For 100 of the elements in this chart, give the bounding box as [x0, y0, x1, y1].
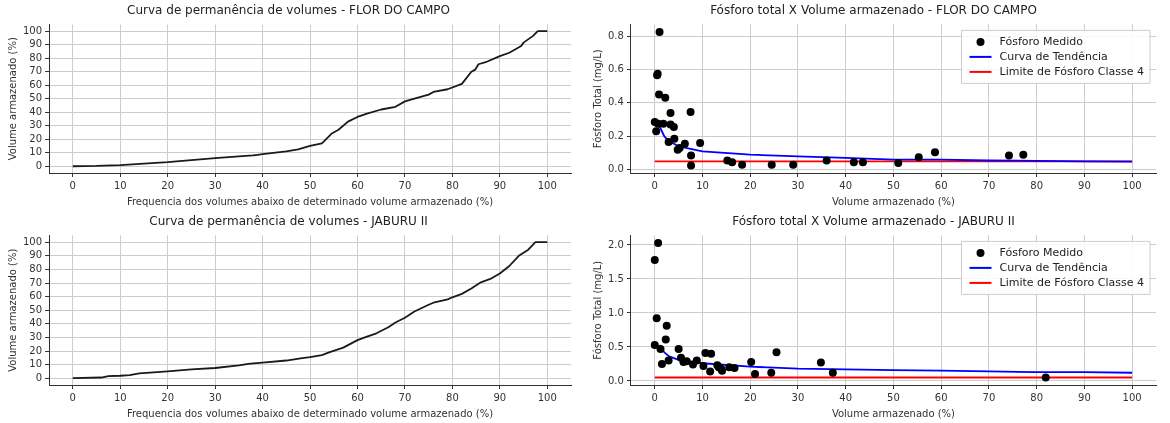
y-tick-label: 0	[35, 371, 43, 383]
y-tick-label: 40	[29, 317, 43, 329]
point	[767, 160, 776, 169]
x-tick-label: 60	[351, 179, 364, 191]
x-tick-label: 70	[398, 179, 412, 191]
x-tick-label: 40	[256, 179, 269, 191]
x-tick-label: 90	[493, 391, 507, 403]
x-tick-label: 40	[839, 179, 853, 191]
x-tick-label: 100	[537, 179, 557, 191]
x-tick-label: 50	[887, 391, 900, 403]
x-tick-label: 0	[69, 179, 76, 191]
x-tick-label: 30	[208, 391, 222, 403]
point	[822, 156, 831, 165]
point	[666, 108, 675, 117]
chart-title: Fósforo total X Volume armazenado - FLOR DO CAMPO	[710, 3, 1037, 18]
x-tick-label: 30	[791, 391, 805, 403]
point	[767, 368, 776, 377]
x-tick-label: 10	[696, 391, 709, 403]
y-tick-label: 0.2	[608, 129, 624, 141]
y-tick-label: 80	[29, 51, 43, 63]
y-tick-label: 2.0	[608, 238, 624, 250]
point	[661, 93, 670, 102]
y-tick-label: 70	[29, 276, 43, 288]
x-tick-label: 0	[651, 391, 658, 403]
point	[930, 148, 939, 157]
x-axis-title: Volume armazenado (%)	[831, 407, 956, 419]
y-tick-label: 100	[22, 235, 43, 247]
point	[657, 359, 666, 368]
point	[772, 348, 781, 357]
x-axis-title: Frequencia dos volumes abaixo de determinado volume armazenado (%)	[126, 195, 494, 207]
y-tick-label: 0.5	[608, 340, 624, 352]
x-tick-label: 20	[161, 391, 175, 403]
x-tick-label: 20	[743, 391, 757, 403]
point	[687, 151, 696, 160]
point	[1041, 373, 1050, 382]
point	[661, 335, 670, 344]
x-tick-label: 100	[537, 391, 557, 403]
y-tick-label: 10	[29, 358, 43, 370]
y-tick-label: 30	[29, 330, 43, 342]
x-axis-title: Volume armazenado (%)	[831, 195, 956, 207]
point	[816, 358, 825, 367]
point	[652, 314, 661, 323]
point	[894, 158, 903, 167]
y-tick-label: 0	[35, 159, 43, 171]
y-axis-title: Volume armazenado (%)	[6, 37, 18, 161]
x-tick-label: 70	[982, 179, 996, 191]
x-axis-title: Frequencia dos volumes abaixo de determinado volume armazenado (%)	[126, 407, 494, 419]
point	[680, 139, 689, 148]
x-tick-label: 80	[446, 391, 459, 403]
point	[707, 349, 716, 358]
x-tick-label: 0	[69, 391, 76, 403]
legend-label: Fósforo Medido	[999, 245, 1084, 259]
legend-label: Fósforo Medido	[999, 34, 1084, 48]
chart-title: Fósforo total X Volume armazenado - JABURU II	[732, 214, 1015, 229]
x-tick-label: 100	[1122, 179, 1142, 191]
y-axis-title: Fósforo Total (mg/L)	[591, 49, 603, 149]
y-tick-label: 0.8	[608, 29, 624, 41]
x-tick-label: 20	[161, 179, 175, 191]
point	[655, 27, 664, 36]
legend-label: Curva de Tendência	[999, 260, 1108, 274]
y-tick-label: 90	[29, 38, 43, 50]
point	[655, 90, 664, 99]
point	[662, 321, 671, 330]
point	[730, 364, 739, 372]
x-tick-label: 80	[1030, 179, 1044, 191]
point	[650, 340, 659, 349]
x-tick-label: 60	[934, 179, 948, 191]
y-tick-label: 30	[29, 119, 43, 131]
y-tick-label: 60	[29, 78, 43, 90]
point	[728, 158, 737, 167]
x-tick-label: 80	[1030, 391, 1044, 403]
y-tick-label: 0.0	[608, 163, 624, 175]
point	[696, 138, 705, 147]
y-tick-label: 0.6	[608, 63, 624, 75]
point	[751, 370, 760, 379]
y-tick-label: 0.0	[608, 374, 624, 386]
point	[1004, 151, 1013, 160]
x-tick-label: 80	[446, 179, 459, 191]
x-tick-label: 10	[696, 179, 709, 191]
point	[914, 153, 923, 162]
x-tick-label: 100	[1122, 391, 1142, 403]
point	[1019, 150, 1028, 159]
x-tick-label: 90	[1078, 391, 1091, 403]
y-tick-label: 20	[29, 344, 43, 356]
y-tick-label: 10	[29, 146, 43, 158]
point	[686, 108, 695, 117]
point	[738, 160, 747, 169]
point	[654, 238, 663, 247]
chart-title: Curva de permanência de volumes - JABURU II	[149, 214, 428, 229]
x-tick-label: 30	[791, 179, 805, 191]
y-tick-label: 70	[29, 65, 43, 77]
point	[699, 361, 708, 370]
point	[789, 160, 798, 169]
y-axis-title: Volume armazenado (%)	[6, 248, 18, 372]
x-tick-label: 20	[743, 179, 757, 191]
point	[706, 367, 715, 376]
point	[849, 158, 858, 167]
x-tick-label: 50	[887, 179, 900, 191]
x-tick-label: 70	[398, 391, 412, 403]
legend-label: Limite de Fósforo Classe 4	[999, 64, 1145, 78]
